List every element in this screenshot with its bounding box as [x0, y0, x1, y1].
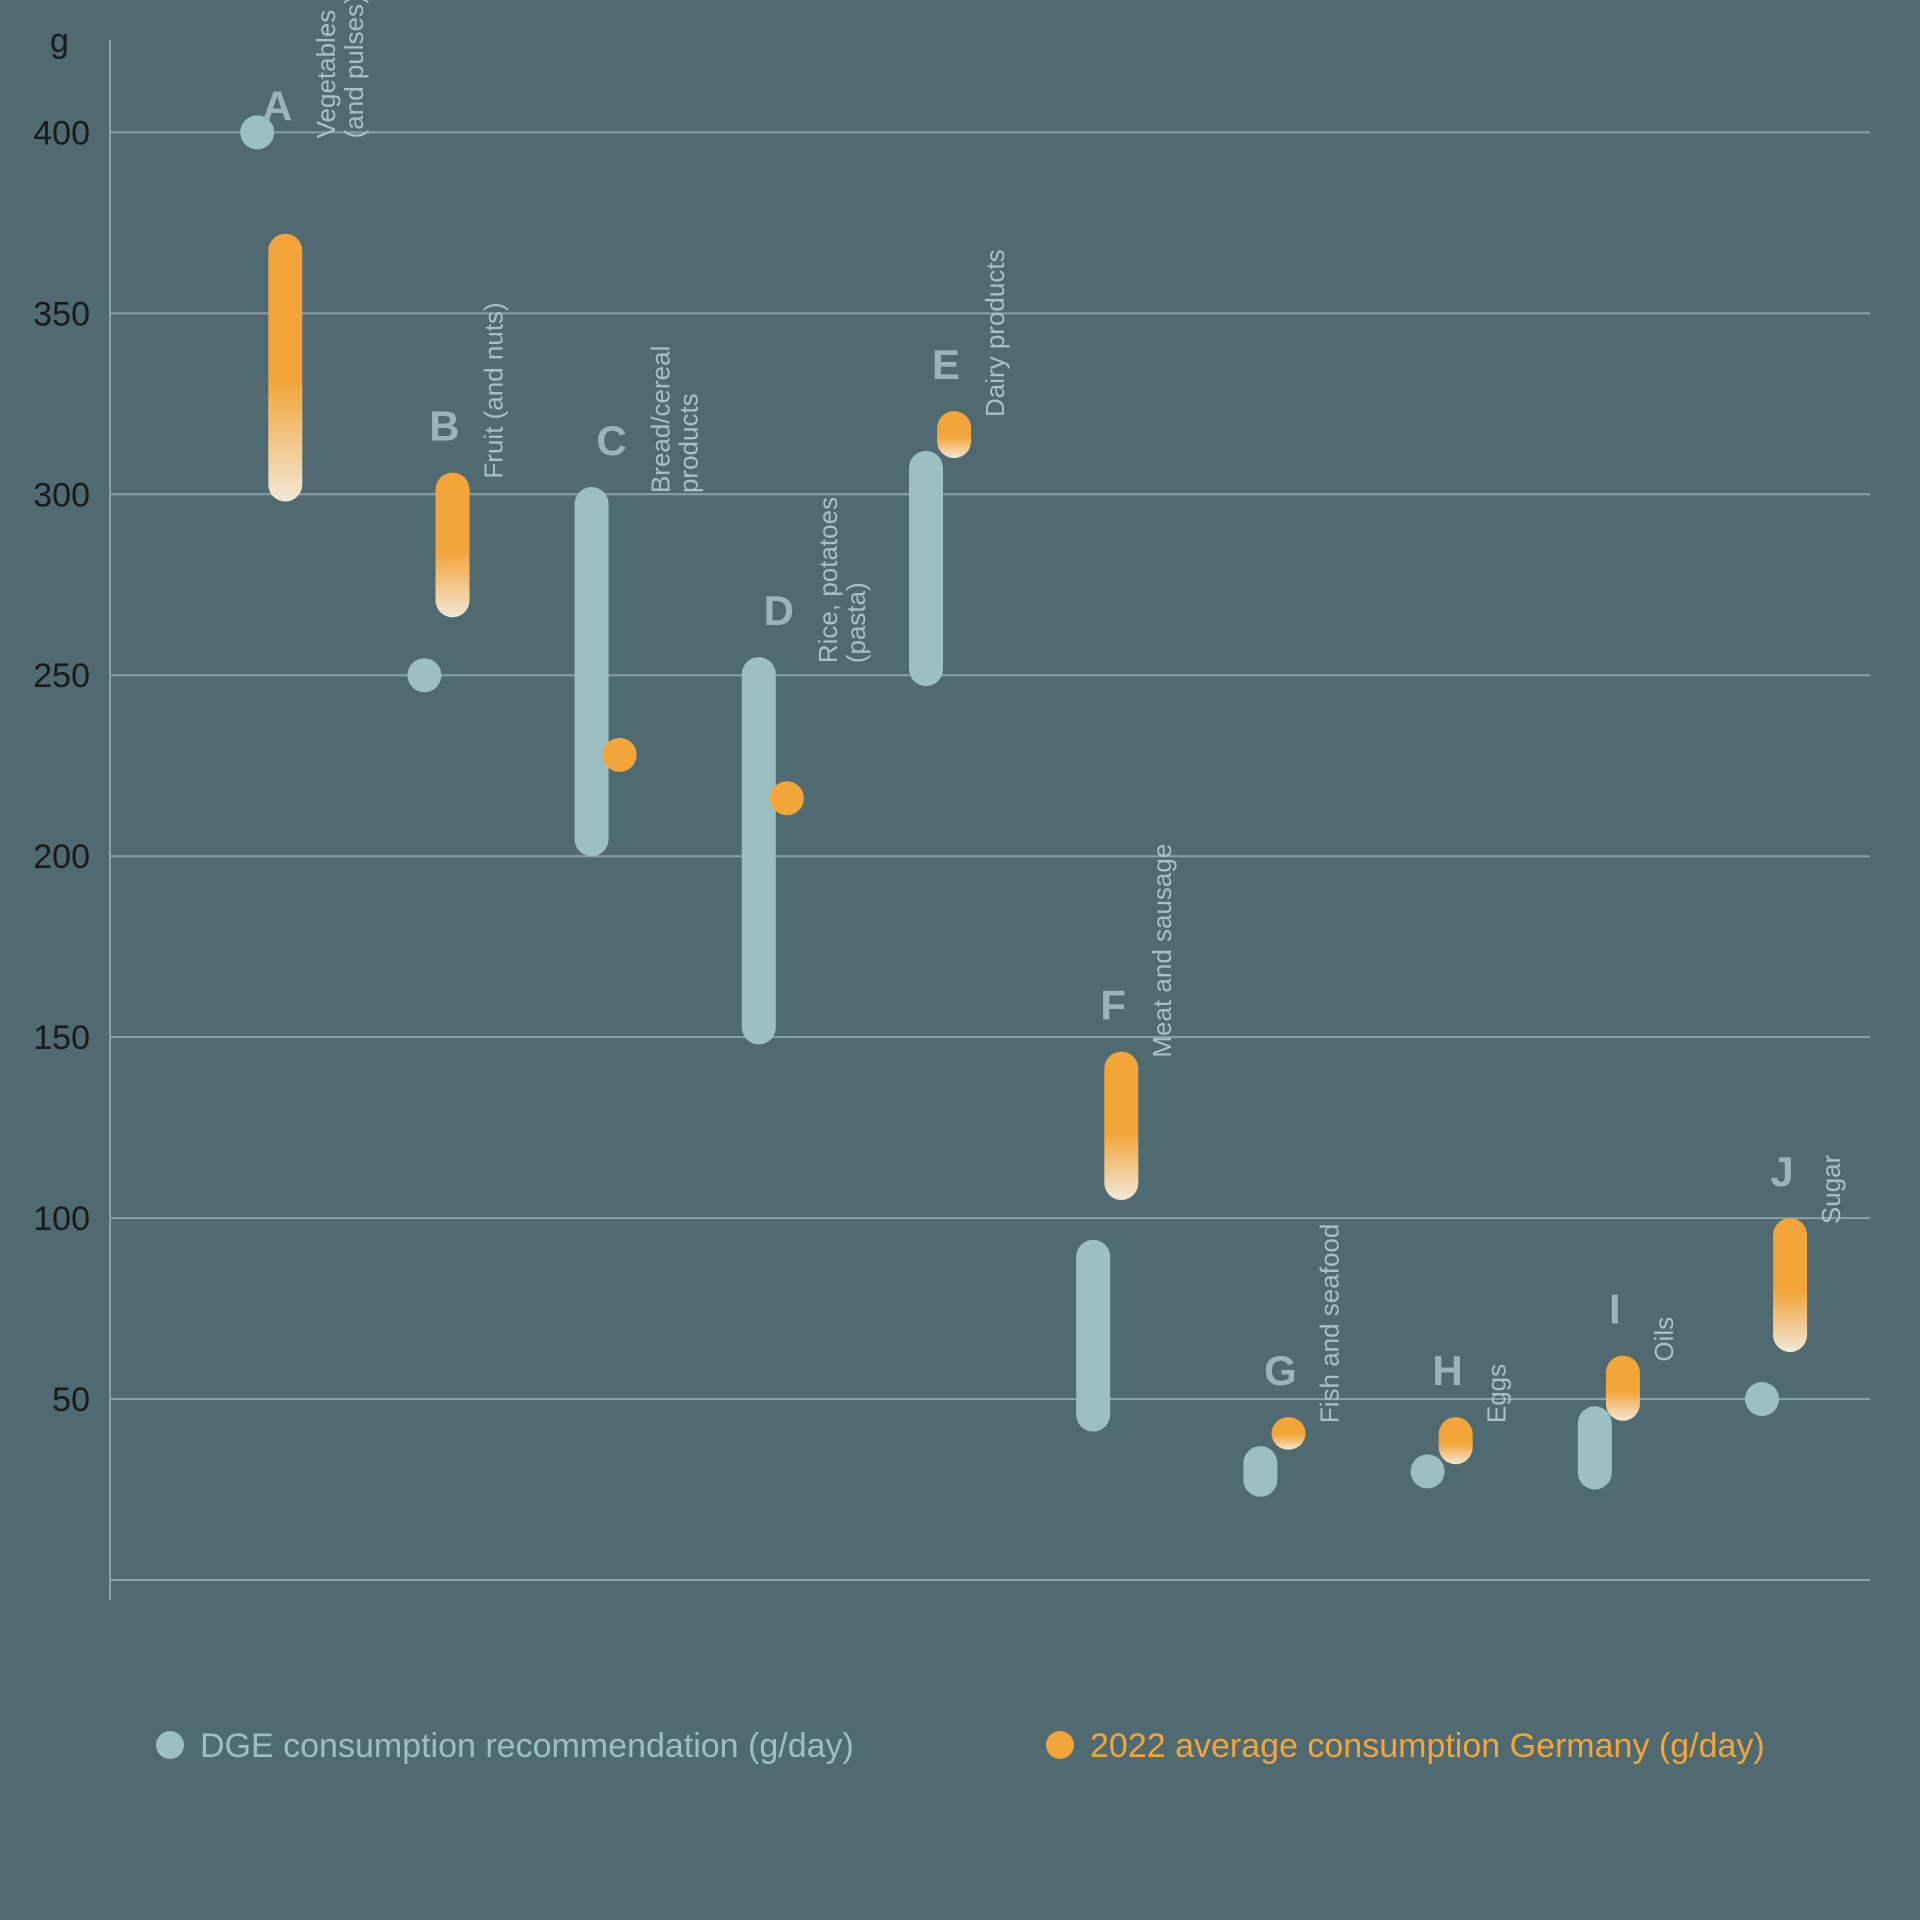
svg-text:F: F	[1100, 982, 1126, 1029]
svg-text:Sugar: Sugar	[1816, 1154, 1846, 1224]
svg-text:350: 350	[33, 295, 90, 333]
svg-text:Rice, potatoes: Rice, potatoes	[813, 497, 843, 663]
svg-text:2022 average consumption Germa: 2022 average consumption Germany (g/day)	[1090, 1727, 1765, 1765]
svg-text:Vegetables: Vegetables	[311, 10, 341, 139]
svg-text:(and pulses): (and pulses)	[339, 0, 369, 138]
svg-text:H: H	[1432, 1347, 1462, 1394]
svg-text:Dairy products: Dairy products	[980, 249, 1010, 417]
svg-text:Oils: Oils	[1649, 1317, 1679, 1362]
svg-text:I: I	[1609, 1286, 1621, 1333]
consumption-chart: 50 100 150 200 250 300 350 400 A B C D E F G H I J Veget…	[0, 0, 1920, 1920]
svg-text:300: 300	[33, 476, 90, 514]
svg-text:B: B	[429, 403, 459, 450]
svg-text:100: 100	[33, 1200, 90, 1238]
svg-text:products: products	[674, 393, 704, 493]
y-axis-unit: g	[50, 22, 69, 60]
legend: DGE consumption recommendation (g/day) 20…	[156, 1727, 1765, 1765]
svg-text:E: E	[932, 341, 960, 388]
category-letters: A B C D E F G H I J	[262, 82, 1794, 1394]
svg-text:Fruit (and nuts): Fruit (and nuts)	[478, 302, 508, 478]
svg-text:150: 150	[33, 1019, 90, 1057]
svg-text:G: G	[1264, 1347, 1297, 1394]
data-series	[240, 115, 1807, 1496]
svg-text:DGE consumption recommendation: DGE consumption recommendation (g/day)	[200, 1727, 854, 1765]
svg-text:C: C	[596, 417, 626, 464]
svg-text:400: 400	[33, 114, 90, 152]
svg-text:200: 200	[33, 838, 90, 876]
svg-text:D: D	[764, 587, 794, 634]
svg-text:Fish and seafood: Fish and seafood	[1314, 1224, 1344, 1423]
svg-text:Bread/cereal: Bread/cereal	[646, 346, 676, 493]
svg-text:50: 50	[52, 1381, 90, 1419]
svg-text:Eggs: Eggs	[1482, 1364, 1512, 1423]
svg-text:250: 250	[33, 657, 90, 695]
svg-text:(pasta): (pasta)	[841, 582, 871, 663]
svg-text:Meat and sausage: Meat and sausage	[1147, 844, 1177, 1058]
category-labels: Vegetables(and pulses) Fruit (and nuts) Br…	[311, 0, 1846, 1423]
y-axis: 50 100 150 200 250 300 350 400	[33, 114, 90, 1419]
svg-text:J: J	[1770, 1148, 1793, 1195]
svg-text:A: A	[262, 82, 292, 129]
